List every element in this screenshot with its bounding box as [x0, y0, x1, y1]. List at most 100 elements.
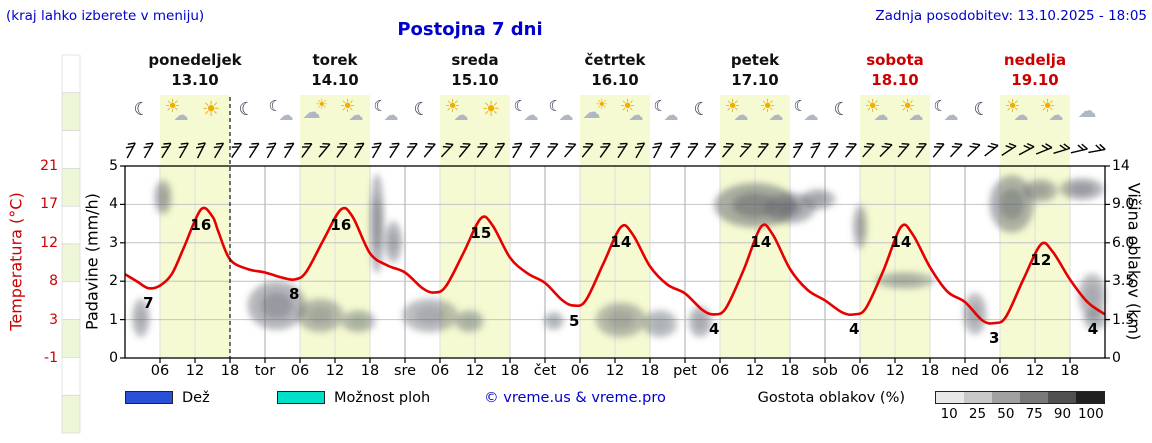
- temp-tick: 8: [49, 273, 58, 290]
- wind-barb: [949, 142, 963, 158]
- temp-extreme-label: 15: [470, 224, 492, 243]
- temp-extreme-label: 14: [750, 233, 772, 252]
- weather-icon-moon-cloud: ☾ ☁: [371, 97, 405, 127]
- precip-tick: 3: [109, 234, 118, 251]
- wind-barb: [810, 142, 821, 159]
- x-axis-label: 18: [780, 363, 800, 379]
- wind-barb: [494, 142, 506, 159]
- wind-barb: [845, 143, 857, 158]
- temp-scale-strip-cell: [61, 357, 81, 396]
- temp-scale-strip-cell: [61, 243, 81, 283]
- wind-barb: [546, 143, 559, 158]
- weather-icon-sun-cloud: ☀ ☁: [861, 97, 895, 127]
- wind-barb: [967, 142, 981, 158]
- sun-icon: ☀: [444, 96, 461, 117]
- sun-icon: ☀: [595, 97, 609, 113]
- day-header: petek 17.10: [685, 50, 825, 90]
- moon-icon: ☾: [933, 97, 947, 115]
- cloud-tick: 14: [1112, 158, 1130, 174]
- sun-icon: ☀: [864, 96, 881, 117]
- rain-legend-label: Dež: [182, 390, 210, 406]
- density-tick-label: 75: [1025, 406, 1043, 422]
- wind-barb: [458, 142, 471, 158]
- wind-barb: [301, 143, 313, 158]
- density-tick-label: 10: [940, 406, 958, 422]
- x-axis-label: čet: [533, 363, 557, 379]
- day-date: 14.10: [311, 71, 359, 89]
- cloud-icon: ☁: [663, 106, 679, 124]
- weather-icon-moon: ☾: [406, 97, 440, 127]
- density-scale-segment: [936, 392, 964, 403]
- wind-barb: [371, 142, 382, 159]
- wind-barb: [739, 142, 752, 158]
- sun-icon: ☀: [619, 96, 636, 117]
- weather-icon-moon: ☾: [126, 97, 160, 127]
- wind-barb: [389, 142, 400, 159]
- weather-icon-sun: ☀: [196, 97, 230, 127]
- cloud-icon: ☁: [803, 106, 819, 124]
- cloud-icon: ☁: [943, 106, 959, 124]
- x-axis-label: sob: [812, 363, 838, 379]
- x-axis-label: 12: [465, 363, 485, 379]
- cloud-tick: 6.0: [1112, 234, 1135, 251]
- precip-axis-label: Padavine (mm/h): [82, 193, 102, 330]
- wind-barb: [879, 142, 893, 158]
- wind-barb: [599, 143, 611, 158]
- wind-barb: [248, 142, 260, 159]
- wind-barb: [670, 142, 681, 159]
- copyright-link[interactable]: © vreme.us & vreme.pro: [484, 390, 666, 406]
- temp-extreme-label: 16: [330, 215, 352, 234]
- moon-icon: ☾: [373, 97, 387, 115]
- sun-icon: ☀: [1039, 96, 1056, 117]
- temp-scale-strip-cell: [61, 319, 81, 358]
- cloud-density-scale: [935, 391, 1105, 404]
- wind-barb: [581, 143, 594, 158]
- weather-icon-moon-cloud: ☾ ☁: [651, 97, 685, 127]
- wind-barb: [617, 142, 628, 159]
- precip-tick: 0: [109, 350, 118, 366]
- wind-barb: [336, 143, 348, 158]
- wind-barb: [266, 142, 277, 159]
- menu-hint: (kraj lahko izberete v meniju): [6, 8, 205, 24]
- day-name: ponedeljek: [148, 51, 242, 69]
- temp-extreme-label: 14: [610, 233, 632, 252]
- wind-barb: [284, 142, 295, 159]
- cloud-tick: 3.5: [1112, 273, 1135, 290]
- temp-extreme-label: 12: [1030, 250, 1052, 269]
- temp-tick: 21: [40, 158, 58, 174]
- moon-icon: ☾: [793, 97, 807, 115]
- wind-barb: [793, 142, 804, 159]
- wind-barb: [1053, 143, 1071, 155]
- moon-icon: ☾: [268, 97, 282, 115]
- day-name: petek: [730, 51, 780, 69]
- x-axis-label: 12: [325, 363, 345, 379]
- weather-icon-sun-cloud: ☀ ☁: [616, 97, 650, 127]
- temp-extreme-label: 3: [988, 329, 1000, 348]
- wind-barb: [827, 142, 839, 159]
- temp-extreme-label: 16: [190, 215, 212, 234]
- wind-barb: [564, 142, 577, 158]
- cloud-density-label: Gostota oblakov (%): [757, 390, 905, 406]
- temp-tick: -1: [44, 350, 58, 366]
- sun-icon: ☀: [1004, 96, 1021, 117]
- temp-scale-strip-cell: [61, 130, 81, 169]
- cloud-icon: ☁: [1013, 106, 1029, 124]
- x-axis-label: 06: [150, 363, 170, 379]
- wind-barb: [897, 142, 910, 158]
- moon-icon: ☾: [413, 99, 430, 120]
- wind-barb: [512, 142, 523, 159]
- last-update: Zadnja posodobitev: 13.10.2025 - 18:05: [875, 8, 1147, 24]
- wind-barb: [722, 142, 735, 158]
- density-tick-label: 100: [1077, 406, 1104, 422]
- cloud-icon: ☁: [873, 106, 889, 124]
- weather-icon-sun-cloud: ☀ ☁: [441, 97, 475, 127]
- density-tick-label: 90: [1053, 406, 1072, 422]
- temp-extreme-label: 5: [568, 311, 580, 330]
- temperature-axis-label: Temperatura (°C): [6, 192, 26, 331]
- cloud-height-axis-label: Višina oblakov (km): [1124, 182, 1144, 341]
- day-date: 18.10: [871, 71, 919, 89]
- cloud-icon: ☁: [628, 106, 644, 124]
- wind-barb: [1001, 142, 1017, 156]
- wind-barb: [476, 143, 488, 158]
